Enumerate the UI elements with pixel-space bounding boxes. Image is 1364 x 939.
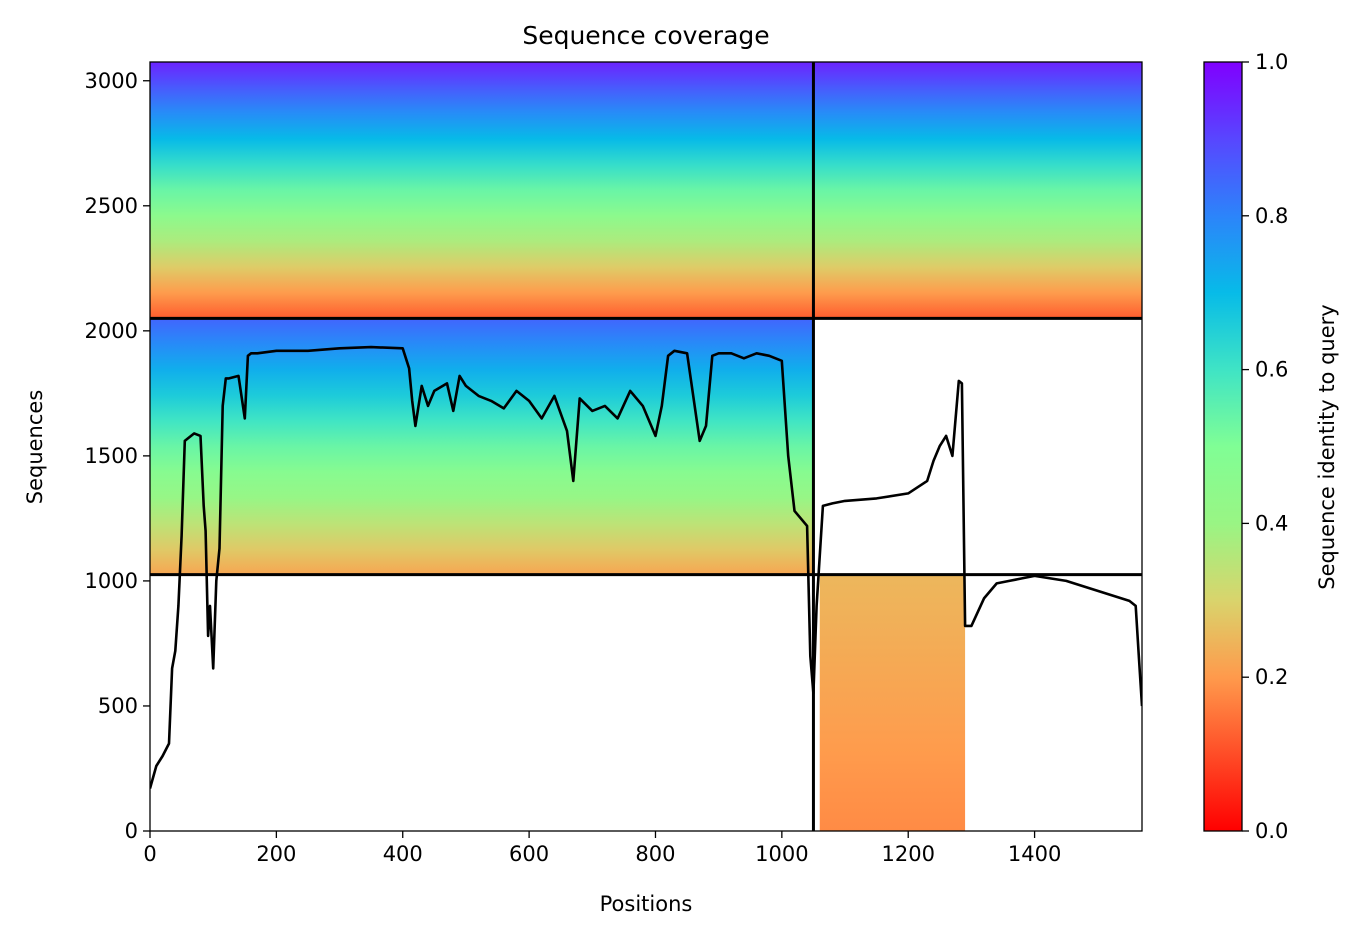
colorbar-ticks: 0.0 0.2 0.4 0.6 0.8 1.0 (1242, 50, 1288, 843)
colorbar-tick-label: 0.8 (1255, 204, 1288, 228)
y-tick-label: 0 (125, 819, 138, 843)
colorbar-tick-label: 0.4 (1255, 511, 1288, 535)
y-tick-label: 500 (98, 694, 138, 718)
coverage-line (150, 345, 1142, 789)
segment-boundaries (150, 62, 1142, 831)
x-axis-ticks: 0 200 400 600 800 1000 1200 1400 (143, 831, 1061, 866)
heatmap-blocks (150, 62, 1142, 831)
y-tick-label: 1000 (85, 569, 138, 593)
x-tick-label: 1200 (881, 842, 934, 866)
plot-frame (149, 61, 1143, 832)
x-tick-label: 1000 (755, 842, 808, 866)
colorbar-tick-label: 0.0 (1255, 819, 1288, 843)
colorbar-tick-label: 1.0 (1255, 50, 1288, 74)
x-tick-label: 1400 (1008, 842, 1061, 866)
colorbar-tick-label: 0.6 (1255, 358, 1288, 382)
y-tick-label: 2000 (85, 319, 138, 343)
x-tick-label: 400 (383, 842, 423, 866)
x-tick-label: 600 (509, 842, 549, 866)
y-axis-ticks: 0 500 1000 1500 2000 2500 3000 (85, 69, 150, 843)
y-tick-label: 2500 (85, 194, 138, 218)
paired-block (150, 62, 1142, 319)
colorbar (1203, 61, 1243, 832)
chain-2-block (819, 574, 966, 831)
y-tick-label: 3000 (85, 69, 138, 93)
chain-1-block (150, 318, 814, 575)
colorbar-tick-label: 0.2 (1255, 665, 1288, 689)
y-tick-label: 1500 (85, 444, 138, 468)
chart-title: Sequence coverage (522, 21, 769, 50)
colorbar-label: Sequence identity to query (1315, 304, 1339, 589)
x-axis-label: Positions (600, 892, 693, 916)
x-tick-label: 800 (635, 842, 675, 866)
x-tick-label: 200 (256, 842, 296, 866)
y-axis-label: Sequences (23, 390, 47, 505)
x-tick-label: 0 (143, 842, 156, 866)
